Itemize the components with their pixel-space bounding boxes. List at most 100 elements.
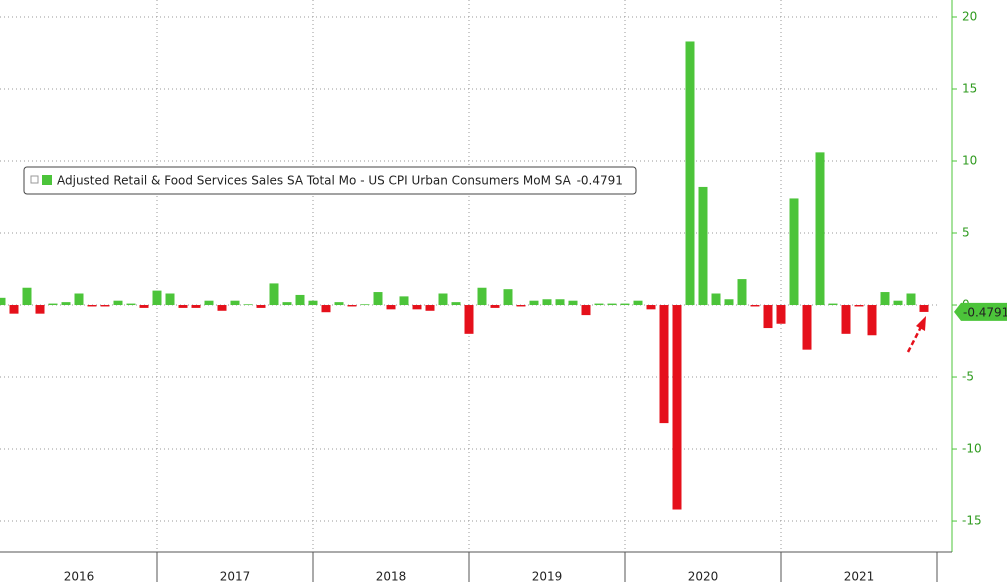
bar bbox=[841, 305, 851, 334]
bar bbox=[555, 299, 565, 306]
bar bbox=[61, 302, 71, 306]
bar bbox=[711, 293, 721, 306]
bar bbox=[178, 305, 188, 308]
y-tick-label: -10 bbox=[962, 442, 982, 456]
x-year-label: 2017 bbox=[220, 570, 251, 582]
y-tick-label: -5 bbox=[962, 370, 974, 384]
bar bbox=[295, 294, 305, 306]
bar bbox=[360, 304, 370, 306]
y-tick-label: 5 bbox=[962, 226, 970, 240]
bar bbox=[412, 305, 422, 310]
bar bbox=[321, 305, 331, 313]
bar bbox=[789, 198, 799, 306]
bar bbox=[672, 305, 682, 510]
bar bbox=[48, 303, 58, 306]
legend-toggle[interactable] bbox=[30, 175, 39, 184]
bar bbox=[815, 152, 825, 306]
legend-swatch bbox=[42, 175, 52, 185]
bar bbox=[802, 305, 812, 350]
bar bbox=[139, 305, 149, 308]
bar bbox=[308, 300, 318, 306]
bar bbox=[737, 279, 747, 306]
bar bbox=[763, 305, 773, 329]
bar bbox=[867, 305, 877, 336]
bar bbox=[191, 305, 201, 308]
bar bbox=[646, 305, 656, 310]
arrow-shaft bbox=[906, 324, 924, 353]
bar bbox=[35, 305, 45, 314]
bar bbox=[503, 289, 513, 306]
x-year-label: 2018 bbox=[376, 570, 407, 582]
bar bbox=[269, 283, 279, 306]
legend-label: Adjusted Retail & Food Services Sales SA… bbox=[57, 174, 572, 188]
bar bbox=[529, 300, 539, 306]
bar bbox=[386, 305, 396, 310]
legend: Adjusted Retail & Food Services Sales SA… bbox=[23, 166, 637, 195]
last-value-label: -0.4791 bbox=[963, 305, 1007, 319]
bar bbox=[217, 305, 227, 311]
bar bbox=[87, 305, 97, 307]
bar bbox=[126, 303, 136, 306]
bar bbox=[854, 305, 864, 307]
bar bbox=[334, 302, 344, 306]
bar bbox=[490, 305, 500, 308]
y-tick-label: -15 bbox=[962, 514, 982, 528]
bar bbox=[633, 300, 643, 306]
bar bbox=[724, 299, 734, 306]
bar bbox=[74, 293, 84, 306]
bar bbox=[282, 302, 292, 306]
bar bbox=[113, 300, 123, 306]
bar bbox=[620, 303, 630, 306]
bar bbox=[399, 296, 409, 306]
bar bbox=[698, 186, 708, 306]
bar bbox=[451, 302, 461, 306]
x-year-label: 2016 bbox=[64, 570, 95, 582]
legend-value: -0.4791 bbox=[577, 174, 623, 188]
bar bbox=[906, 293, 916, 306]
bar bbox=[373, 292, 383, 306]
bar bbox=[581, 305, 591, 316]
bar bbox=[0, 297, 6, 306]
y-tick-label: 15 bbox=[962, 81, 977, 95]
x-year-label: 2021 bbox=[844, 570, 875, 582]
y-tick-label: 20 bbox=[962, 9, 977, 23]
bar bbox=[919, 305, 929, 312]
bar bbox=[685, 41, 695, 306]
bar bbox=[230, 300, 240, 306]
bar bbox=[516, 305, 526, 307]
bar bbox=[464, 305, 474, 334]
bar bbox=[243, 304, 253, 306]
bar bbox=[542, 299, 552, 306]
bar bbox=[880, 292, 890, 306]
bar bbox=[152, 290, 162, 306]
bar bbox=[594, 303, 604, 306]
bar bbox=[893, 300, 903, 306]
bar bbox=[776, 305, 786, 324]
arrow-annotation bbox=[906, 316, 926, 353]
last-value-tag: -0.4791 bbox=[954, 302, 1007, 321]
bars bbox=[0, 41, 929, 510]
bar bbox=[9, 305, 19, 314]
bar bbox=[607, 303, 617, 306]
bar bbox=[750, 305, 760, 307]
bar bbox=[438, 293, 448, 306]
x-year-label: 2019 bbox=[532, 570, 563, 582]
legend-box bbox=[23, 166, 637, 195]
y-tick-label: 10 bbox=[962, 154, 977, 168]
bar bbox=[568, 300, 578, 306]
bar bbox=[22, 287, 32, 306]
bar bbox=[828, 303, 838, 306]
bar bbox=[477, 287, 487, 306]
x-year-label: 2020 bbox=[688, 570, 719, 582]
bar bbox=[659, 305, 669, 424]
arrow-head bbox=[916, 316, 926, 331]
bar bbox=[204, 300, 214, 306]
bar bbox=[165, 293, 175, 306]
bar bbox=[347, 305, 357, 307]
bar bbox=[100, 305, 110, 307]
bar bbox=[256, 305, 266, 308]
bar bbox=[425, 305, 435, 311]
